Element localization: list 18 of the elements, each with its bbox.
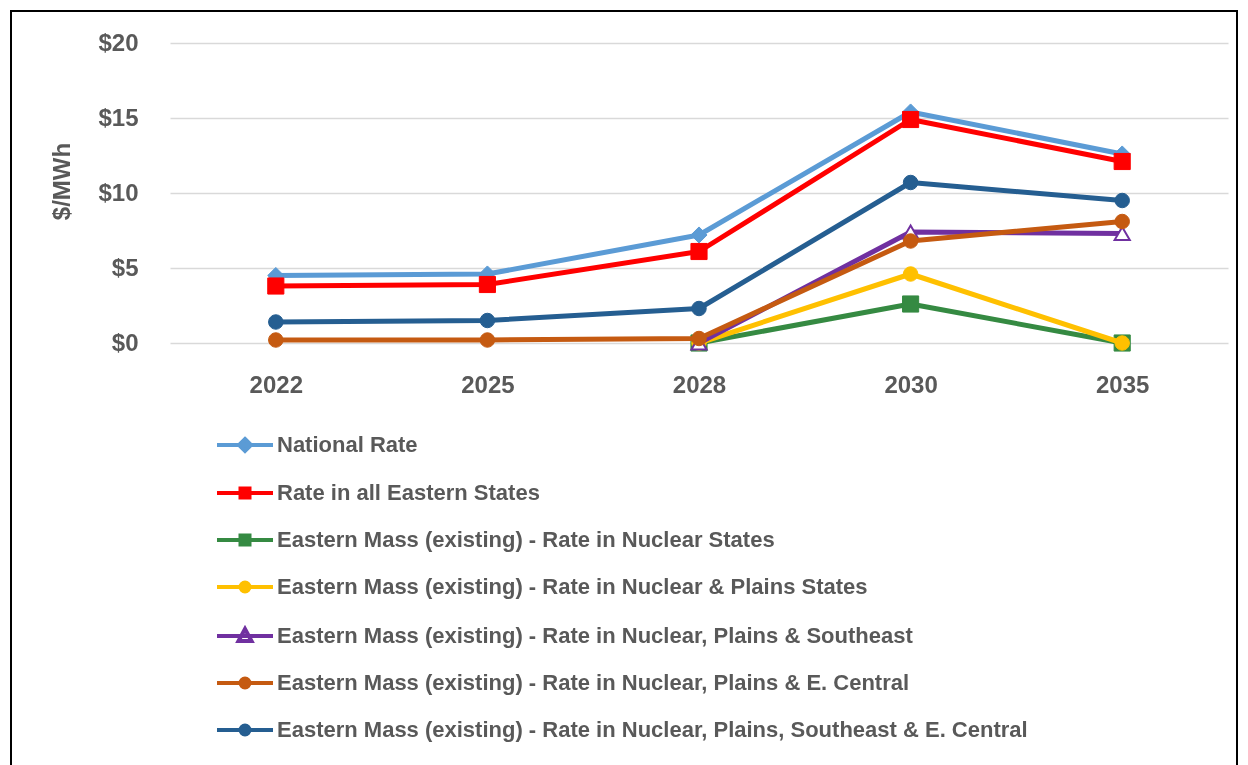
legend-label: Eastern Mass (existing) - Rate in Nuclear States [277, 527, 775, 552]
y-tick-label: $15 [98, 103, 139, 131]
x-tick-label: 2028 [672, 370, 727, 398]
x-tick-label: 2022 [249, 370, 303, 398]
y-tick-label: $10 [98, 178, 139, 206]
legend-label: Eastern Mass (existing) - Rate in Nuclear, Plains & Southeast [277, 623, 914, 648]
legend-label: Eastern Mass (existing) - Rate in Nuclear & Plains States [277, 574, 868, 599]
legend-label: National Rate [277, 432, 418, 457]
x-tick-label: 2035 [1096, 370, 1150, 398]
x-tick-label: 2025 [461, 370, 515, 398]
y-tick-label: $0 [111, 328, 139, 356]
x-tick-label: 2030 [884, 370, 938, 398]
legend-label: Eastern Mass (existing) - Rate in Nuclear, Plains & E. Central [277, 670, 910, 695]
y-tick-label: $20 [98, 28, 139, 56]
y-tick-label: $5 [111, 253, 139, 281]
legend-label: Eastern Mass (existing) - Rate in Nuclear, Plains, Southeast & E. Central [277, 717, 1028, 742]
y-axis-title: $/MWh [47, 142, 75, 221]
legend-label: Rate in all Eastern States [277, 480, 540, 505]
